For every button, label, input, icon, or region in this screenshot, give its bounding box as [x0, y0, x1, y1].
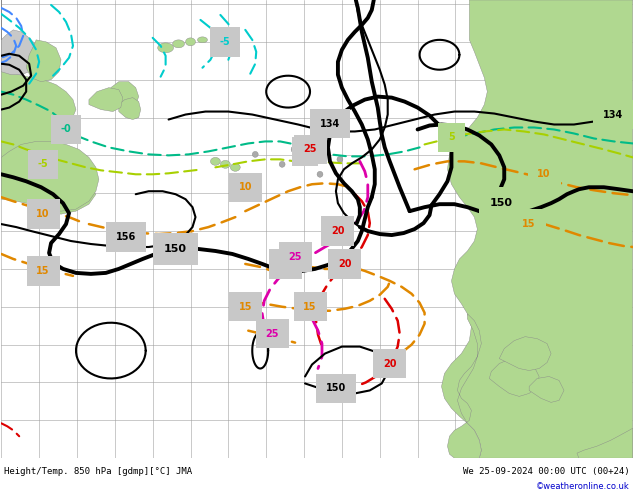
- Polygon shape: [1, 0, 39, 74]
- Text: ©weatheronline.co.uk: ©weatheronline.co.uk: [536, 482, 630, 490]
- Text: We 25-09-2024 00:00 UTC (00+24): We 25-09-2024 00:00 UTC (00+24): [463, 466, 630, 476]
- Polygon shape: [230, 164, 240, 171]
- Polygon shape: [252, 151, 258, 157]
- Text: 15: 15: [278, 259, 292, 269]
- Text: 150: 150: [164, 244, 187, 254]
- Text: 10: 10: [538, 170, 551, 179]
- Polygon shape: [317, 172, 323, 177]
- Polygon shape: [89, 88, 123, 112]
- Polygon shape: [489, 359, 539, 396]
- Text: 15: 15: [238, 302, 252, 312]
- Polygon shape: [210, 157, 221, 165]
- Text: -5: -5: [38, 159, 48, 170]
- Polygon shape: [1, 0, 96, 214]
- Text: -0: -0: [61, 124, 72, 134]
- Polygon shape: [448, 314, 481, 458]
- Text: 15: 15: [303, 302, 317, 312]
- Polygon shape: [186, 38, 195, 46]
- Text: 25: 25: [266, 329, 279, 339]
- Polygon shape: [1, 142, 99, 211]
- Text: 134: 134: [320, 119, 340, 128]
- Polygon shape: [499, 337, 551, 370]
- Polygon shape: [26, 40, 61, 82]
- Text: 150: 150: [489, 198, 513, 208]
- Polygon shape: [441, 0, 633, 458]
- Polygon shape: [577, 428, 633, 458]
- Text: Height/Temp. 850 hPa [gdmp][°C] JMA: Height/Temp. 850 hPa [gdmp][°C] JMA: [4, 466, 192, 476]
- Text: 15: 15: [522, 219, 536, 229]
- Text: 20: 20: [338, 259, 352, 269]
- Text: 150: 150: [326, 384, 346, 393]
- Text: 15: 15: [36, 266, 50, 276]
- Polygon shape: [337, 156, 343, 162]
- Text: -5: -5: [220, 37, 231, 47]
- Polygon shape: [108, 82, 139, 108]
- Polygon shape: [198, 37, 207, 43]
- Text: 25: 25: [303, 145, 317, 154]
- Text: 156: 156: [115, 232, 136, 242]
- Polygon shape: [212, 35, 219, 41]
- Text: 25: 25: [288, 252, 302, 262]
- Polygon shape: [291, 146, 299, 153]
- Polygon shape: [172, 40, 184, 48]
- Text: 10: 10: [238, 182, 252, 192]
- Polygon shape: [221, 160, 230, 168]
- Text: 20: 20: [383, 359, 396, 368]
- Polygon shape: [119, 98, 141, 120]
- Polygon shape: [529, 376, 564, 402]
- Text: 5: 5: [448, 132, 455, 143]
- Text: 20: 20: [331, 226, 345, 236]
- Text: 134: 134: [603, 110, 623, 120]
- Polygon shape: [279, 161, 285, 167]
- Text: 0: 0: [302, 147, 308, 156]
- Polygon shape: [158, 43, 174, 53]
- Text: 10: 10: [36, 209, 50, 219]
